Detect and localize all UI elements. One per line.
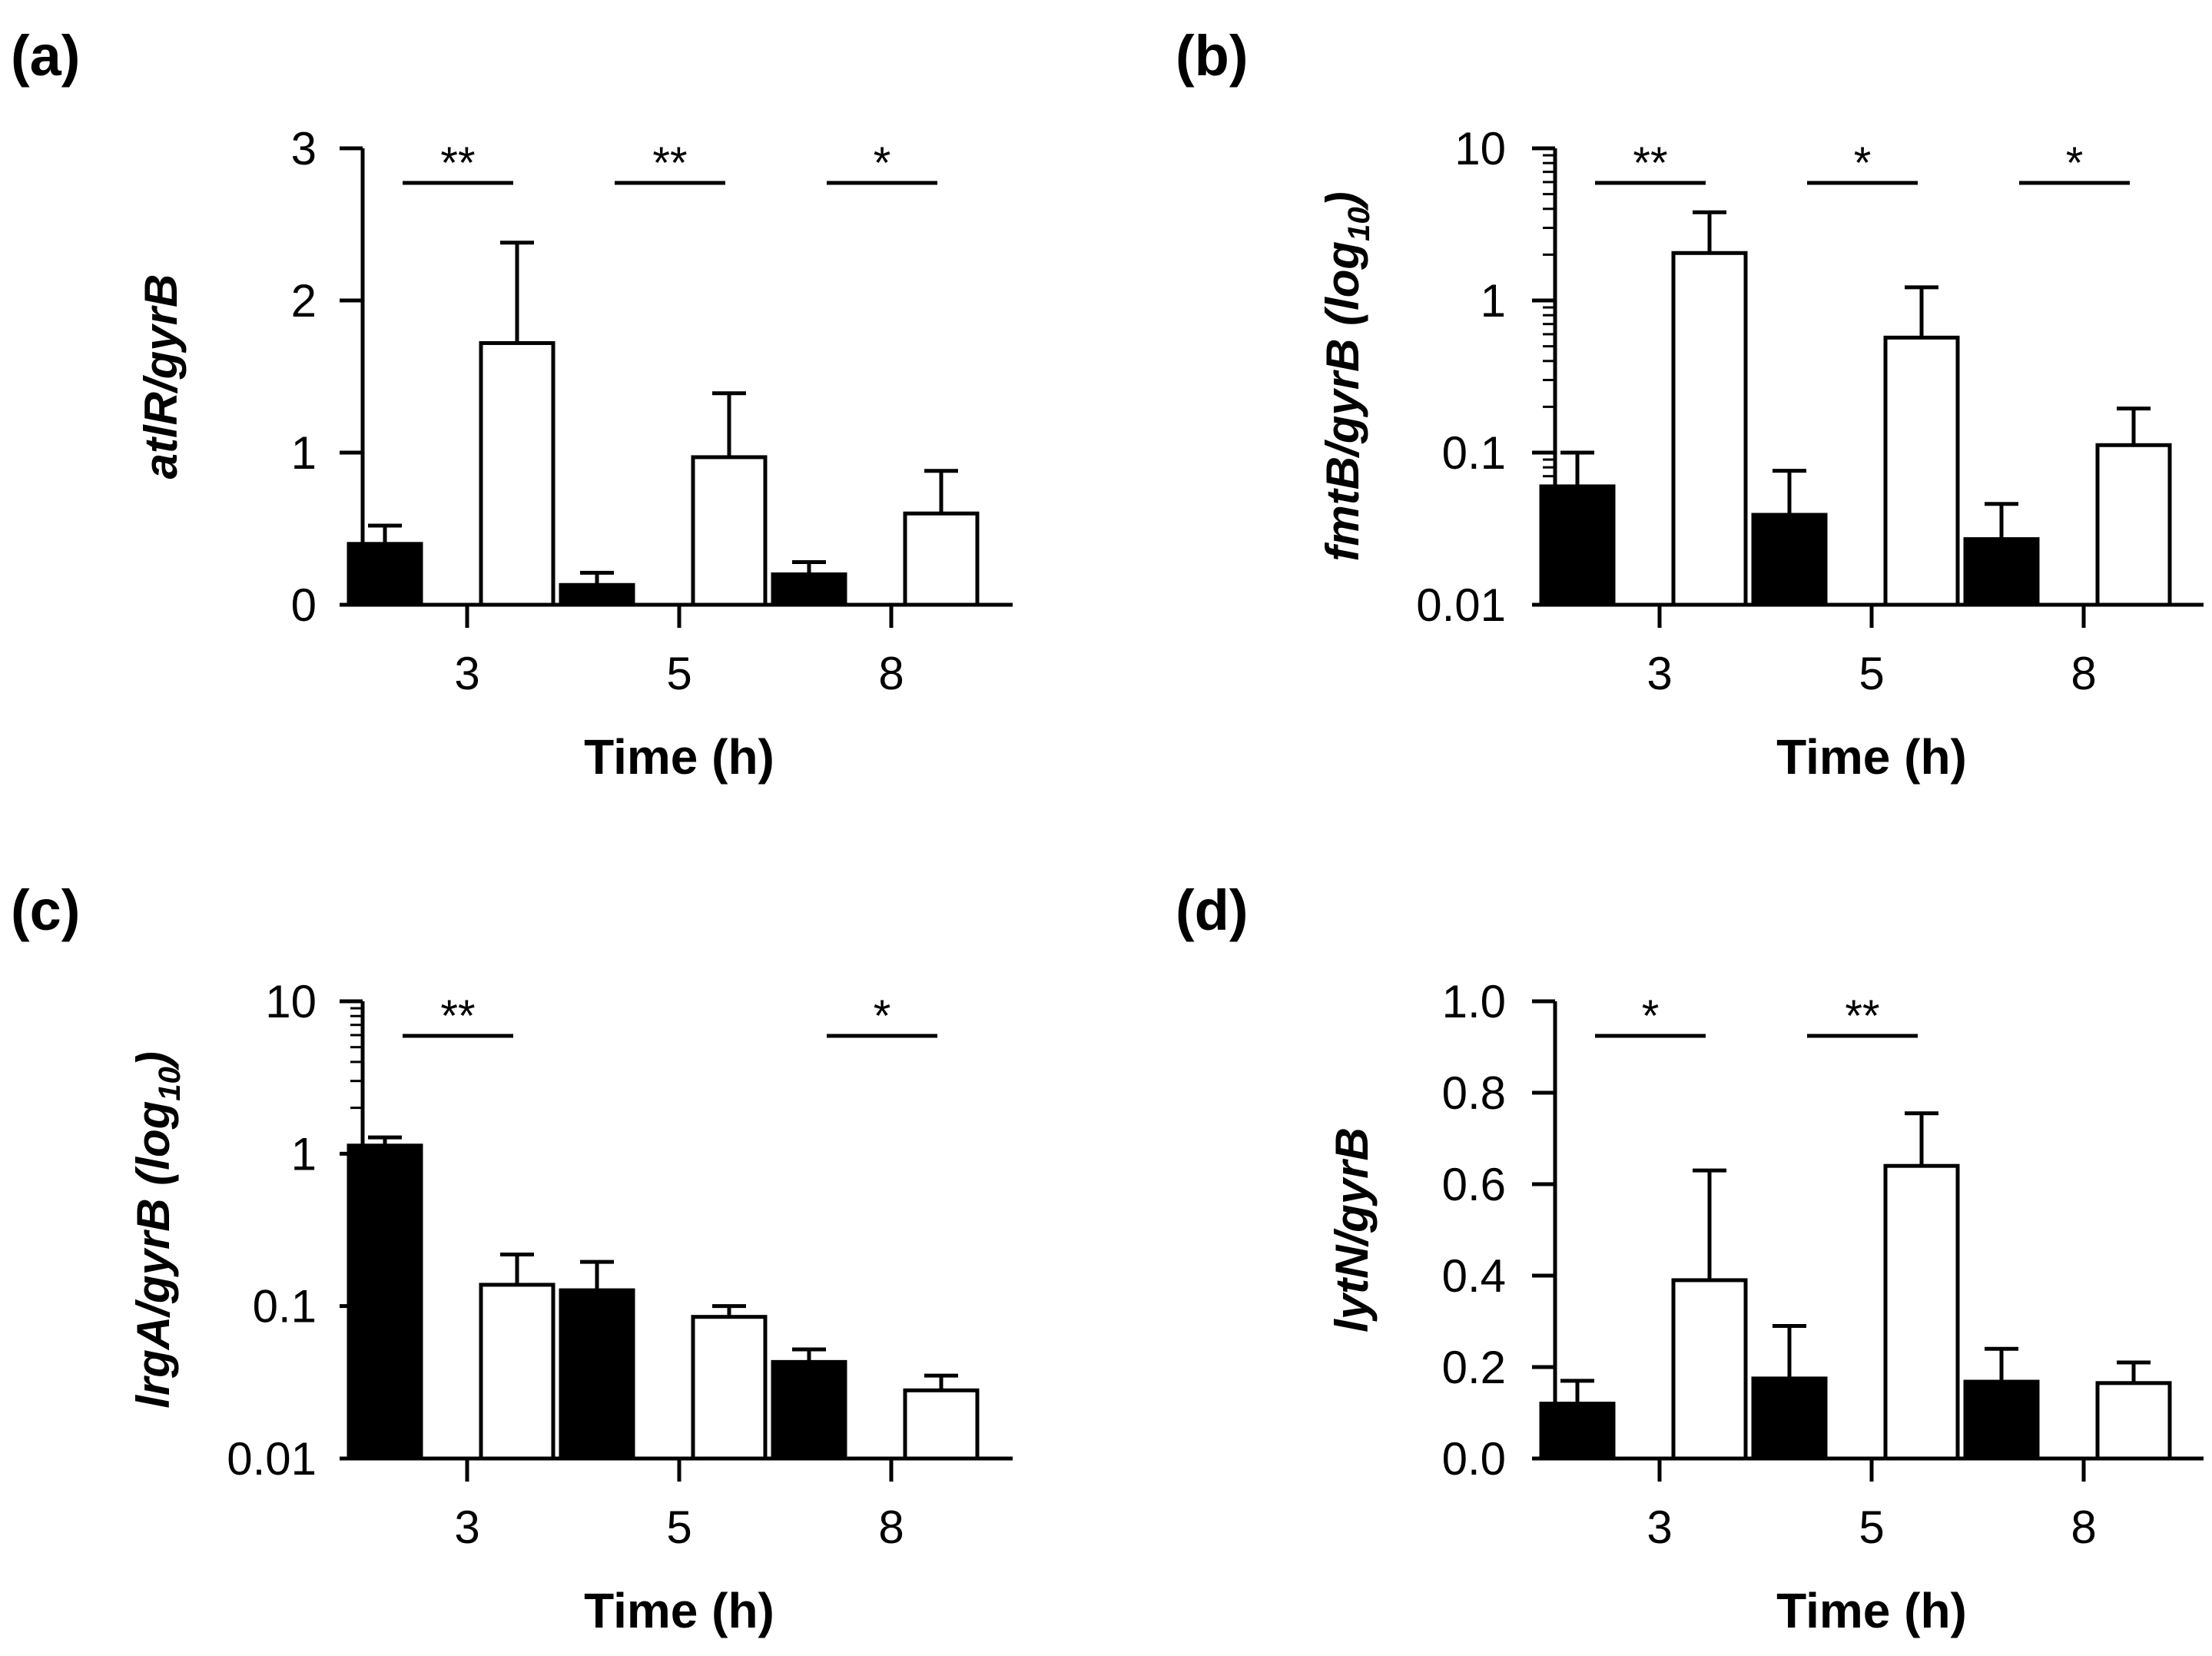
significance-stars: ** [440, 138, 475, 188]
significance-stars: * [874, 991, 891, 1041]
bar-open [1883, 1163, 1960, 1461]
bar-open [691, 1315, 768, 1461]
y-axis-title-unit: (log [1317, 241, 1368, 339]
bar-open [903, 511, 980, 607]
bar-dark [1539, 1402, 1616, 1461]
y-axis-title-unit: (log [128, 1101, 179, 1199]
y-tick-label: 0.1 [253, 1281, 317, 1332]
bar-open [479, 340, 555, 607]
x-tick-label: 3 [454, 648, 479, 699]
significance-stars: ** [440, 991, 475, 1041]
bar-dark [559, 1288, 635, 1461]
y-axis-title: atlR/gyrB [135, 274, 187, 480]
y-tick-label: 0.6 [1442, 1159, 1506, 1210]
bar-dark [1963, 537, 2040, 607]
y-tick-label: 0.01 [1416, 579, 1506, 631]
x-tick-label: 3 [1647, 1502, 1672, 1553]
panel-label: (c) [11, 878, 80, 942]
y-axis-title-main: lrgA/gyrB [128, 1198, 179, 1408]
significance-stars: * [2066, 138, 2084, 188]
bar-dark [1963, 1379, 2040, 1461]
y-axis-title-main: atlR/gyrB [135, 274, 187, 480]
chart-panel-d: (d) 0.0 0.2 0.4 0.6 0.8 1.0 lytN/gyrB Time (h) 3 5… [1176, 878, 2204, 1638]
y-tick-label: 0.01 [227, 1433, 317, 1485]
bar-dark [347, 1143, 423, 1461]
bar-dark [771, 1359, 847, 1461]
x-axis-title: Time (h) [584, 1583, 774, 1638]
x-tick-label: 8 [878, 1502, 904, 1553]
x-tick-label: 5 [1859, 648, 1884, 699]
significance-stars: ** [1633, 138, 1667, 188]
y-axis-title: lytN/gyrB [1326, 1127, 1378, 1332]
bar-dark [1751, 513, 1828, 607]
bar-open [1671, 251, 1748, 607]
bar-dark [771, 572, 847, 607]
y-axis-title: fmtB/gyrB (log10) [1317, 191, 1376, 561]
bar-dark [347, 542, 423, 607]
x-tick-label: 8 [2071, 648, 2096, 699]
x-axis-title: Time (h) [1776, 1583, 1967, 1638]
y-axis-title: lrgA/gyrB (log10) [128, 1051, 187, 1408]
y-tick-label: 0.1 [1442, 427, 1506, 479]
y-axis-title-main: lytN/gyrB [1326, 1127, 1378, 1332]
significance-stars: * [1854, 138, 1872, 188]
panel-label: (a) [11, 24, 80, 88]
y-tick-label: 10 [1454, 123, 1506, 174]
y-tick-label: 3 [291, 123, 317, 174]
bar-open [691, 455, 768, 607]
bar-open [479, 1283, 555, 1461]
bar-open [2095, 1381, 2172, 1461]
x-axis-title: Time (h) [1776, 729, 1967, 785]
bar-dark [1539, 484, 1616, 607]
bar-open [1883, 335, 1960, 607]
y-axis-title-subscript: 10 [153, 1067, 187, 1101]
y-axis-title-subscript: 10 [1342, 207, 1376, 241]
bar-open [903, 1388, 980, 1461]
x-tick-label: 5 [1859, 1502, 1884, 1553]
y-tick-label: 1 [1481, 275, 1506, 327]
y-tick-label: 1.0 [1442, 976, 1506, 1027]
panel-label: (d) [1176, 878, 1249, 942]
y-tick-label: 0 [291, 579, 317, 631]
x-tick-label: 5 [666, 1502, 691, 1553]
panel-label: (b) [1176, 24, 1249, 88]
bar-open [1671, 1278, 1748, 1461]
y-tick-label: 0.4 [1442, 1250, 1506, 1302]
y-tick-label: 0.0 [1442, 1433, 1506, 1485]
significance-stars: ** [652, 138, 687, 188]
bar-dark [1751, 1376, 1828, 1461]
significance-stars: * [1642, 991, 1660, 1041]
significance-stars: ** [1845, 991, 1879, 1041]
x-tick-label: 3 [454, 1502, 479, 1553]
x-axis-title: Time (h) [584, 729, 774, 785]
bar-open [2095, 443, 2172, 607]
x-tick-label: 5 [666, 648, 691, 699]
significance-stars: * [874, 138, 891, 188]
x-tick-label: 8 [878, 648, 904, 699]
x-tick-label: 8 [2071, 1502, 2096, 1553]
y-tick-label: 2 [291, 275, 317, 327]
y-tick-label: 0.8 [1442, 1067, 1506, 1119]
y-axis-title-main: fmtB/gyrB [1317, 339, 1368, 562]
y-tick-label: 1 [291, 1128, 317, 1180]
y-tick-label: 10 [265, 976, 317, 1027]
bar-dark [559, 582, 635, 607]
x-tick-label: 3 [1647, 648, 1672, 699]
y-tick-label: 1 [291, 427, 317, 479]
y-tick-label: 0.2 [1442, 1342, 1506, 1393]
